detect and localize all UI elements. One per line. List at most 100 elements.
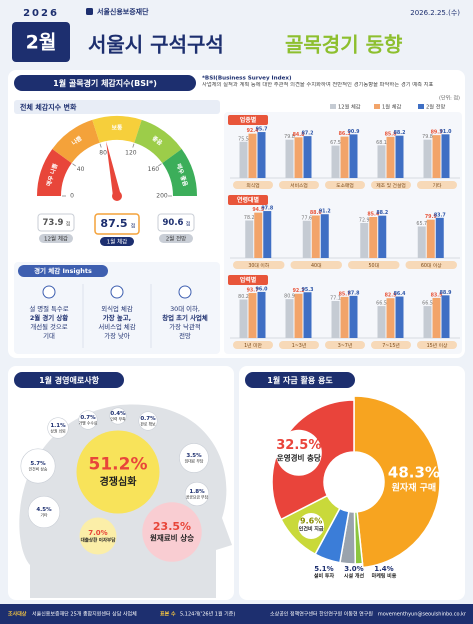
group-tab [228, 115, 268, 125]
bar [432, 135, 441, 178]
insight-text: 가장 낮아 [104, 331, 130, 340]
bar [331, 145, 340, 178]
bar [435, 217, 444, 258]
difficulty-label: 기타 [41, 512, 48, 517]
bar [302, 220, 311, 258]
group-tab [228, 195, 268, 205]
insight-icon [110, 285, 124, 299]
difficulty-label: 원재료비 상승 [150, 533, 194, 543]
difficulty-value: 5.7% [30, 461, 46, 467]
gauge-tick [158, 163, 162, 167]
difficulty-label: 공공요금 부담 [186, 494, 209, 499]
category-pill [325, 341, 365, 349]
bar-value: 92.2 [293, 288, 305, 294]
bar [303, 136, 312, 178]
gauge-tick-label: 80 [99, 150, 107, 157]
donut-label: 시설 개선 [344, 573, 365, 580]
difficulty-bubble [27, 495, 61, 529]
difficulty-label: 대출상환 이자부담 [81, 537, 117, 544]
group-name: 업력별 [240, 276, 257, 284]
donut-value: 5.1% [314, 565, 333, 573]
value-unit: 점 [131, 223, 136, 230]
bar [426, 219, 435, 258]
footer-key: 표본 수 [160, 611, 176, 618]
donut-label: 원자재 구매 [392, 481, 437, 493]
funds-title-pill [245, 372, 355, 388]
logo-mark [86, 8, 93, 15]
note: 사업체의 실적과 계획 등에 대한 주관적 의견을 수치화하여 전반적인 경기동… [202, 82, 433, 88]
bar [432, 297, 441, 338]
difficulty-value: 1.1% [50, 423, 66, 429]
bar-value: 90.9 [348, 129, 360, 135]
gauge-tick-label: 40 [77, 166, 85, 173]
bar [239, 141, 248, 178]
year: 2026 [23, 8, 59, 19]
difficulty-value: 51.2% [89, 454, 148, 474]
gauge-zone [92, 116, 142, 143]
value-box [37, 213, 75, 232]
bar-value: 88.9 [440, 290, 452, 296]
bar [311, 215, 320, 258]
footer-value: 서울신용보증재단 25개 종합지원센터 상담 사업체 [32, 611, 137, 618]
difficulty-value: 4.5% [36, 507, 52, 513]
category-pill [371, 341, 411, 349]
value-unit: 점 [66, 221, 71, 228]
category-label: 60대 이상 [421, 262, 442, 269]
difficulty-label: 가맹 수수료 [79, 420, 98, 425]
insight-text: 2월 경기 상황 [30, 313, 68, 322]
difficulty-label: 판로 확보 [140, 421, 156, 426]
donut-label-bg [298, 512, 325, 539]
value-label-bg [159, 234, 193, 243]
gauge-tick-label: 200 [156, 193, 168, 200]
group-name: 연령대별 [237, 196, 260, 204]
difficulty-value: 0.7% [140, 416, 156, 422]
bar [248, 133, 257, 178]
bar [395, 135, 404, 178]
bar-value: 87.8 [348, 290, 360, 296]
bar-value: 88.6 [310, 210, 322, 216]
bar-value: 91.0 [440, 129, 452, 135]
bar [349, 295, 358, 338]
difficulty-bubble [184, 481, 210, 507]
bar-value: 78.2 [244, 215, 255, 221]
bar-value: 77.1 [330, 295, 341, 301]
category-label: 3~7년 [338, 342, 353, 349]
bar [441, 295, 450, 338]
donut-value: 3.0% [344, 565, 363, 573]
bar-value: 85.4 [367, 212, 379, 218]
bar [377, 306, 386, 338]
bar [239, 299, 248, 338]
org: 서울신용보증재단 [97, 7, 149, 16]
difficulty-bubble [20, 448, 56, 484]
bar-value: 92.4 [247, 128, 259, 134]
donut-value: 32.5% [276, 438, 321, 453]
bar [369, 217, 378, 258]
gauge-tick [132, 143, 135, 148]
category-pill [417, 341, 457, 349]
bar-value: 89.3 [431, 130, 443, 136]
bar [257, 132, 266, 178]
gauge-zone [37, 148, 72, 197]
gauge-tick-label: 120 [125, 150, 137, 157]
legend-label: 2월 전망 [426, 102, 445, 110]
category-pill [233, 341, 273, 349]
bar-value: 88.2 [394, 130, 406, 136]
difficulty-title: 1월 경영애로사항 [39, 375, 100, 385]
bar-value: 67.5 [330, 140, 341, 146]
gauge-tick [99, 143, 102, 148]
value-label: 12월 체감 [44, 234, 68, 242]
bar [423, 139, 432, 178]
bar [386, 136, 395, 178]
value-label: 2월 전망 [166, 234, 186, 242]
bar [331, 300, 340, 338]
bar [245, 220, 254, 258]
bar [294, 293, 303, 338]
category-pill [279, 181, 319, 189]
value-text: 73.9 [43, 218, 64, 228]
value-box [157, 213, 195, 232]
note-title: *BSI(Business Survey Index) [202, 76, 292, 82]
subtitle-bar [14, 100, 220, 114]
bar-value: 82.9 [385, 293, 397, 299]
difficulty-bubble [142, 502, 202, 562]
value-label: 1월 체감 [107, 237, 127, 245]
